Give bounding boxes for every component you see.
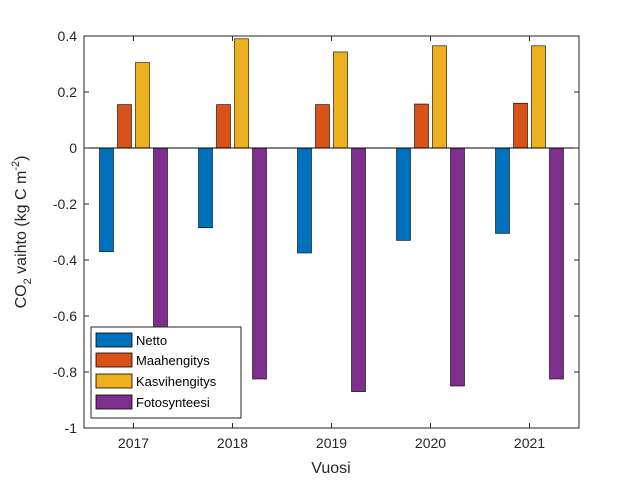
x-axis-label: Vuosi: [311, 460, 350, 477]
legend-swatch-fotosynteesi: [95, 394, 133, 410]
legend-swatch-kasvihengitys: [95, 373, 133, 389]
y-tick-label: 0.2: [58, 84, 78, 100]
bar-maahengitys-2017: [117, 104, 132, 149]
x-tick-label: 2020: [415, 435, 446, 451]
bar-kasvihengitys-2019: [333, 51, 348, 149]
y-tick-label: -0.4: [53, 252, 77, 268]
legend-swatch-maahengitys: [95, 352, 133, 368]
x-tick-label: 2019: [316, 435, 347, 451]
legend-label-kasvihengitys: Kasvihengitys: [136, 374, 217, 389]
y-tick-label: -0.8: [53, 364, 77, 380]
y-tick-label: 0: [69, 140, 77, 156]
y-tick-label: -0.6: [53, 308, 77, 324]
legend-item-kasvihengitys: Kasvihengitys: [95, 373, 217, 389]
bar-maahengitys-2019: [315, 104, 330, 149]
bars-group: [99, 38, 564, 392]
bar-fotosynteesi-2021: [549, 147, 564, 380]
legend-item-netto: Netto: [95, 332, 167, 348]
bar-kasvihengitys-2017: [135, 62, 150, 149]
legend-label-maahengitys: Maahengitys: [136, 353, 210, 368]
bar-kasvihengitys-2018: [234, 38, 249, 149]
legend-item-fotosynteesi: Fotosynteesi: [95, 394, 210, 410]
bar-netto-2018: [198, 147, 213, 229]
y-axis-label: CO2 vaihto (kg C m-2): [10, 156, 34, 309]
x-tick-label: 2018: [217, 435, 248, 451]
bar-kasvihengitys-2021: [531, 45, 546, 149]
legend-label-fotosynteesi: Fotosynteesi: [136, 395, 210, 410]
x-tick-label: 2017: [118, 435, 149, 451]
bar-fotosynteesi-2018: [252, 147, 267, 380]
legend-swatch-netto: [95, 332, 133, 348]
legend: Netto Maahengitys Kasvihengitys Fotosynt…: [90, 326, 242, 419]
legend-item-maahengitys: Maahengitys: [95, 352, 210, 368]
plot-frame: [83, 35, 580, 429]
bar-maahengitys-2020: [414, 103, 429, 149]
bar-netto-2017: [99, 147, 114, 252]
x-axis-ticks: 2017 2018 2019 2020 2021: [118, 36, 545, 451]
bar-kasvihengitys-2020: [432, 45, 447, 149]
bar-fotosynteesi-2020: [450, 147, 465, 387]
bar-maahengitys-2021: [513, 102, 528, 149]
bar-maahengitys-2018: [216, 104, 231, 149]
bar-fotosynteesi-2019: [351, 147, 366, 392]
y-tick-label: -0.2: [53, 196, 77, 212]
legend-label-netto: Netto: [136, 333, 167, 348]
bar-netto-2020: [396, 147, 411, 241]
y-tick-label: -1: [65, 420, 78, 436]
bar-netto-2021: [495, 147, 510, 234]
y-tick-label: 0.4: [58, 28, 78, 44]
bar-netto-2019: [297, 147, 312, 254]
x-tick-label: 2021: [514, 435, 545, 451]
y-axis-ticks: -1 -0.8 -0.6 -0.4 -0.2 0 0.2 0.4: [53, 28, 579, 436]
